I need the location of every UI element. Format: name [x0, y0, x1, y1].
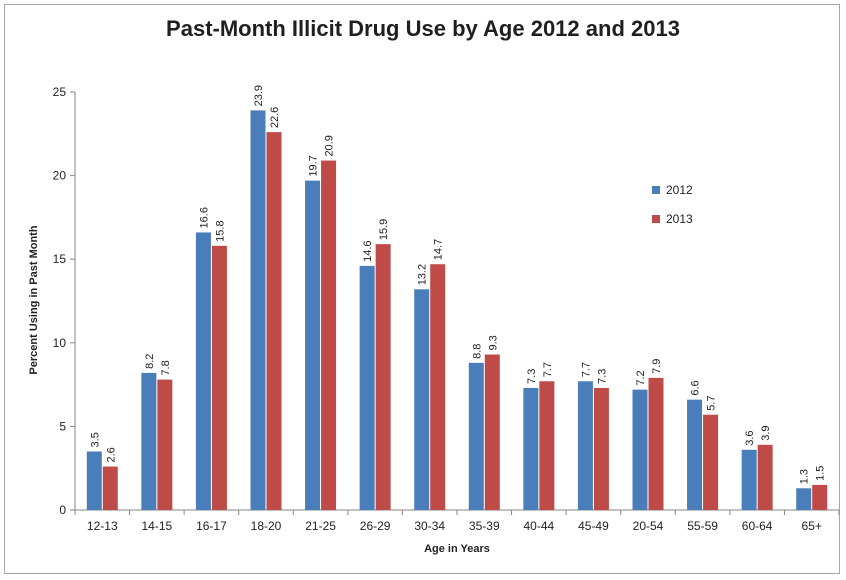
y-tick-label: 0	[59, 503, 66, 517]
legend-label-2012: 2012	[666, 183, 693, 197]
bar-2013-20-54	[649, 378, 664, 510]
x-tick-label: 21-25	[305, 519, 336, 533]
legend-swatch-2013	[652, 215, 660, 223]
bar-2013-35-39	[485, 355, 500, 510]
x-tick-label: 18-20	[251, 519, 282, 533]
x-tick-label: 20-54	[633, 519, 664, 533]
y-tick-label: 25	[53, 85, 67, 99]
bar-2013-65+	[812, 485, 827, 510]
data-label-2012-12-13: 3.5	[89, 432, 101, 447]
data-label-2012-40-44: 7.3	[526, 369, 538, 384]
data-label-2013-60-64: 3.9	[760, 425, 772, 440]
data-label-2012-14-15: 8.2	[144, 354, 156, 369]
bar-2012-40-44	[523, 388, 538, 510]
data-label-2013-45-49: 7.3	[596, 369, 608, 384]
data-label-2013-26-29: 15.9	[378, 219, 390, 240]
x-tick-label: 60-64	[742, 519, 773, 533]
x-tick-label: 26-29	[360, 519, 391, 533]
bar-2012-20-54	[633, 390, 648, 510]
bar-2013-18-20	[267, 132, 282, 510]
x-tick-label: 12-13	[87, 519, 118, 533]
bar-2013-26-29	[376, 244, 391, 510]
x-tick-label: 65+	[802, 519, 822, 533]
legend: 2012 2013	[652, 180, 693, 238]
data-label-2012-45-49: 7.7	[580, 362, 592, 377]
bar-2012-14-15	[141, 373, 156, 510]
data-label-2013-20-54: 7.9	[651, 359, 663, 374]
data-label-2013-18-20: 22.6	[269, 107, 281, 128]
data-label-2012-55-59: 6.6	[690, 380, 702, 395]
x-tick-label: 16-17	[196, 519, 227, 533]
data-label-2012-18-20: 23.9	[253, 85, 265, 106]
bar-2012-55-59	[687, 400, 702, 510]
data-label-2012-16-17: 16.6	[198, 207, 210, 228]
bar-2013-12-13	[103, 467, 118, 510]
bar-2013-14-15	[157, 380, 172, 510]
bar-2013-55-59	[703, 415, 718, 510]
data-label-2013-30-34: 14.7	[433, 239, 445, 260]
bar-2012-35-39	[469, 363, 484, 510]
legend-item-2012: 2012	[652, 180, 693, 200]
data-label-2012-65+: 1.3	[799, 469, 811, 484]
bar-2012-26-29	[360, 266, 375, 510]
x-tick-label: 40-44	[524, 519, 555, 533]
bar-2013-16-17	[212, 246, 227, 510]
bar-2013-45-49	[594, 388, 609, 510]
bar-2012-12-13	[87, 451, 102, 510]
x-tick-label: 14-15	[142, 519, 173, 533]
legend-swatch-2012	[652, 186, 660, 194]
bar-2013-40-44	[539, 381, 554, 510]
legend-label-2013: 2013	[666, 212, 693, 226]
bar-2013-21-25	[321, 161, 336, 510]
data-label-2013-12-13: 2.6	[105, 447, 117, 462]
bar-2012-30-34	[414, 289, 429, 510]
y-tick-label: 5	[59, 419, 66, 433]
y-tick-label: 10	[53, 336, 67, 350]
x-tick-label: 45-49	[578, 519, 609, 533]
data-label-2013-40-44: 7.7	[542, 362, 554, 377]
bar-2013-30-34	[430, 264, 445, 510]
data-label-2013-55-59: 5.7	[706, 395, 718, 410]
data-label-2012-60-64: 3.6	[744, 431, 756, 446]
bar-2012-18-20	[251, 110, 266, 510]
data-label-2013-35-39: 9.3	[487, 335, 499, 350]
bar-2012-60-64	[742, 450, 757, 510]
data-label-2012-30-34: 13.2	[417, 264, 429, 285]
legend-item-2013: 2013	[652, 209, 693, 229]
data-label-2012-21-25: 19.7	[308, 155, 320, 176]
y-tick-label: 20	[53, 169, 67, 183]
data-label-2013-65+: 1.5	[815, 466, 827, 481]
x-tick-label: 55-59	[687, 519, 718, 533]
bar-2012-16-17	[196, 232, 211, 510]
data-label-2013-21-25: 20.9	[324, 135, 336, 156]
bar-2013-60-64	[758, 445, 773, 510]
x-tick-label: 35-39	[469, 519, 500, 533]
bar-2012-65+	[796, 488, 811, 510]
x-tick-label: 30-34	[414, 519, 445, 533]
data-label-2012-35-39: 8.8	[471, 344, 483, 359]
data-label-2013-14-15: 7.8	[160, 360, 172, 375]
data-label-2012-20-54: 7.2	[635, 370, 647, 385]
bar-2012-21-25	[305, 181, 320, 510]
data-label-2013-16-17: 15.8	[214, 220, 226, 241]
y-tick-label: 15	[53, 252, 67, 266]
bar-2012-45-49	[578, 381, 593, 510]
data-label-2012-26-29: 14.6	[362, 240, 374, 261]
